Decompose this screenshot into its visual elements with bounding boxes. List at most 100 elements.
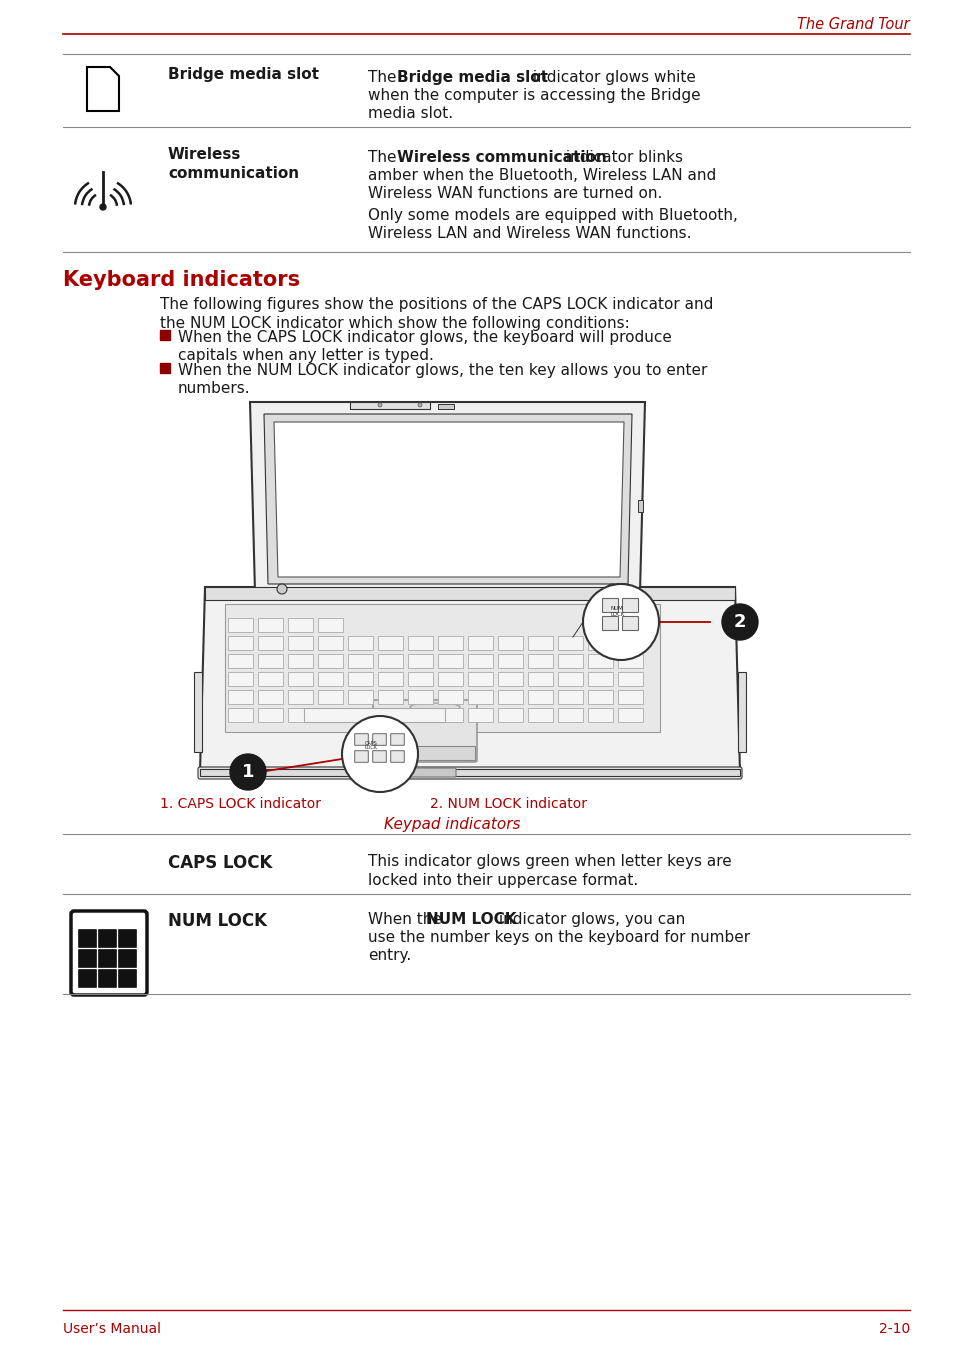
FancyBboxPatch shape bbox=[318, 618, 343, 633]
Polygon shape bbox=[250, 402, 644, 592]
Text: media slot.: media slot. bbox=[368, 105, 453, 120]
Circle shape bbox=[582, 584, 659, 660]
Text: LOCK: LOCK bbox=[610, 612, 624, 617]
FancyBboxPatch shape bbox=[602, 617, 618, 630]
FancyBboxPatch shape bbox=[373, 750, 386, 763]
Text: locked into their uppercase format.: locked into their uppercase format. bbox=[368, 873, 638, 888]
Text: The following figures show the positions of the CAPS LOCK indicator and: The following figures show the positions… bbox=[160, 297, 713, 312]
FancyBboxPatch shape bbox=[258, 672, 283, 687]
FancyBboxPatch shape bbox=[98, 930, 116, 948]
FancyBboxPatch shape bbox=[408, 654, 433, 668]
FancyBboxPatch shape bbox=[258, 691, 283, 704]
FancyBboxPatch shape bbox=[389, 768, 456, 777]
Text: 2-10: 2-10 bbox=[878, 1322, 909, 1336]
FancyBboxPatch shape bbox=[468, 637, 493, 650]
FancyBboxPatch shape bbox=[355, 734, 368, 745]
Text: When the CAPS LOCK indicator glows, the keyboard will produce: When the CAPS LOCK indicator glows, the … bbox=[178, 330, 671, 345]
FancyBboxPatch shape bbox=[378, 672, 403, 687]
Polygon shape bbox=[274, 422, 623, 577]
FancyBboxPatch shape bbox=[118, 930, 136, 948]
FancyBboxPatch shape bbox=[318, 672, 343, 687]
FancyBboxPatch shape bbox=[378, 708, 403, 722]
FancyBboxPatch shape bbox=[229, 637, 253, 650]
FancyBboxPatch shape bbox=[258, 618, 283, 633]
FancyBboxPatch shape bbox=[229, 691, 253, 704]
FancyBboxPatch shape bbox=[408, 691, 433, 704]
Text: User’s Manual: User’s Manual bbox=[63, 1322, 161, 1336]
Text: NUM LOCK: NUM LOCK bbox=[168, 913, 267, 930]
FancyBboxPatch shape bbox=[498, 691, 523, 704]
FancyBboxPatch shape bbox=[438, 691, 463, 704]
FancyBboxPatch shape bbox=[258, 708, 283, 722]
FancyBboxPatch shape bbox=[408, 672, 433, 687]
FancyBboxPatch shape bbox=[588, 654, 613, 668]
FancyBboxPatch shape bbox=[78, 930, 96, 948]
FancyBboxPatch shape bbox=[588, 637, 613, 650]
FancyBboxPatch shape bbox=[498, 654, 523, 668]
FancyBboxPatch shape bbox=[288, 637, 314, 650]
Text: capitals when any letter is typed.: capitals when any letter is typed. bbox=[178, 347, 434, 362]
Text: Bridge media slot: Bridge media slot bbox=[396, 70, 547, 85]
Polygon shape bbox=[264, 414, 631, 584]
Circle shape bbox=[230, 754, 266, 790]
Text: NUM LOCK: NUM LOCK bbox=[426, 913, 516, 927]
FancyBboxPatch shape bbox=[229, 654, 253, 668]
FancyBboxPatch shape bbox=[468, 691, 493, 704]
FancyBboxPatch shape bbox=[318, 654, 343, 668]
FancyBboxPatch shape bbox=[258, 637, 283, 650]
FancyBboxPatch shape bbox=[288, 672, 314, 687]
FancyBboxPatch shape bbox=[618, 691, 643, 704]
FancyBboxPatch shape bbox=[355, 750, 368, 763]
Bar bbox=[375, 746, 475, 760]
Text: Bridge media slot: Bridge media slot bbox=[168, 68, 318, 82]
FancyBboxPatch shape bbox=[304, 708, 445, 722]
FancyBboxPatch shape bbox=[391, 750, 404, 763]
Circle shape bbox=[377, 403, 381, 407]
Polygon shape bbox=[205, 587, 734, 600]
FancyBboxPatch shape bbox=[498, 672, 523, 687]
FancyBboxPatch shape bbox=[348, 637, 374, 650]
FancyBboxPatch shape bbox=[391, 734, 404, 745]
FancyBboxPatch shape bbox=[288, 691, 314, 704]
FancyBboxPatch shape bbox=[588, 691, 613, 704]
FancyBboxPatch shape bbox=[498, 708, 523, 722]
FancyBboxPatch shape bbox=[348, 672, 374, 687]
Text: indicator blinks: indicator blinks bbox=[560, 150, 682, 165]
Text: LOCK: LOCK bbox=[365, 745, 377, 750]
FancyBboxPatch shape bbox=[71, 911, 147, 995]
FancyBboxPatch shape bbox=[378, 654, 403, 668]
FancyBboxPatch shape bbox=[78, 969, 96, 987]
FancyBboxPatch shape bbox=[588, 708, 613, 722]
Text: entry.: entry. bbox=[368, 948, 411, 963]
Text: amber when the Bluetooth, Wireless LAN and: amber when the Bluetooth, Wireless LAN a… bbox=[368, 168, 716, 183]
FancyBboxPatch shape bbox=[438, 654, 463, 668]
Text: CAPS LOCK: CAPS LOCK bbox=[168, 854, 273, 872]
Bar bbox=[638, 500, 642, 512]
FancyBboxPatch shape bbox=[318, 637, 343, 650]
FancyBboxPatch shape bbox=[288, 708, 314, 722]
FancyBboxPatch shape bbox=[438, 708, 463, 722]
Text: 1: 1 bbox=[241, 763, 254, 781]
FancyBboxPatch shape bbox=[378, 691, 403, 704]
FancyBboxPatch shape bbox=[373, 700, 476, 763]
FancyBboxPatch shape bbox=[348, 708, 374, 722]
FancyBboxPatch shape bbox=[198, 767, 741, 779]
Circle shape bbox=[341, 717, 417, 792]
Bar bbox=[350, 402, 430, 410]
FancyBboxPatch shape bbox=[622, 617, 638, 630]
FancyBboxPatch shape bbox=[618, 654, 643, 668]
Text: This indicator glows green when letter keys are: This indicator glows green when letter k… bbox=[368, 854, 731, 869]
Bar bbox=[738, 672, 745, 752]
Text: communication: communication bbox=[168, 166, 299, 181]
Text: 2. NUM LOCK indicator: 2. NUM LOCK indicator bbox=[430, 796, 586, 811]
Text: numbers.: numbers. bbox=[178, 381, 251, 396]
Polygon shape bbox=[200, 769, 740, 776]
FancyBboxPatch shape bbox=[258, 654, 283, 668]
Circle shape bbox=[417, 403, 421, 407]
Text: The: The bbox=[368, 70, 401, 85]
FancyBboxPatch shape bbox=[528, 654, 553, 668]
Text: Only some models are equipped with Bluetooth,: Only some models are equipped with Bluet… bbox=[368, 208, 737, 223]
FancyBboxPatch shape bbox=[528, 708, 553, 722]
Polygon shape bbox=[87, 68, 119, 111]
FancyBboxPatch shape bbox=[528, 672, 553, 687]
